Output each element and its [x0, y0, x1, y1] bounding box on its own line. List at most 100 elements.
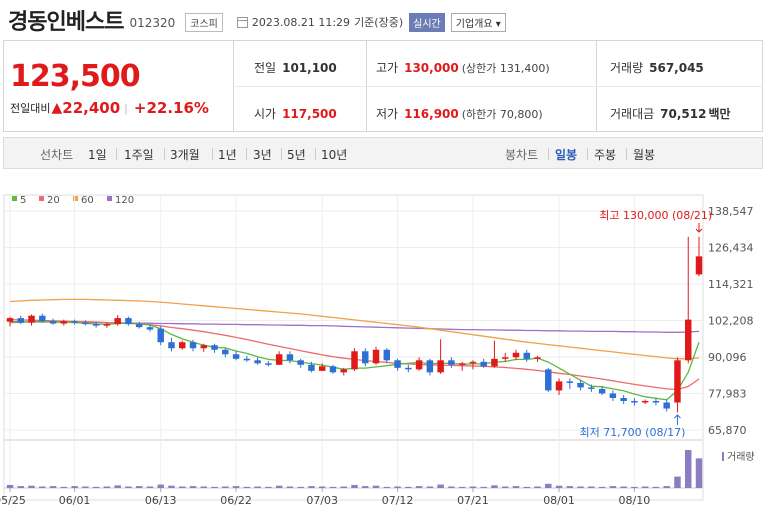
x-tick-label: 05/25: [0, 494, 26, 507]
datetime: 2023.08.21 11:29: [251, 15, 351, 29]
candle-body: [663, 402, 670, 409]
volume-label: 거래량: [727, 451, 755, 463]
candle-body: [480, 361, 487, 367]
volume-bar: [200, 486, 208, 488]
candle-body: [200, 345, 208, 349]
candle-body: [523, 352, 530, 359]
volume-bar: [222, 486, 229, 488]
tab-daily[interactable]: 일봉: [555, 148, 578, 162]
volume-bar: [458, 486, 466, 488]
tab-10y[interactable]: 10년: [321, 148, 348, 162]
stock-code: 012320: [129, 16, 176, 30]
volume-bar: [609, 486, 617, 488]
upper-limit: (상한가 131,400): [461, 62, 550, 75]
tab-1w[interactable]: 1주일: [124, 148, 154, 162]
volume-bar: [265, 486, 272, 488]
volume-bar: [17, 486, 24, 488]
candlestick-chart[interactable]: 5 20 60 120 138,547 126,434 114,321 102,208 90,0…: [0, 175, 764, 517]
candle-body: [49, 321, 57, 324]
volume-bar: [71, 486, 78, 488]
realtime-button[interactable]: 실시간: [409, 12, 445, 32]
volume-bar: [383, 486, 391, 488]
tab-1y[interactable]: 1년: [218, 148, 237, 162]
volume-bar: [329, 486, 337, 488]
x-tick-label: 07/12: [382, 494, 414, 507]
low-label: 저가: [376, 107, 399, 121]
volume-value: 567,045: [649, 61, 704, 75]
volume-bar: [351, 484, 358, 488]
x-tick-label: 07/21: [457, 494, 489, 507]
divider: [246, 148, 247, 160]
volume-bar: [297, 486, 304, 488]
volume-bar: [577, 486, 584, 488]
tab-1d[interactable]: 1일: [88, 148, 107, 162]
volume-bar: [179, 486, 186, 488]
candle-body: [437, 360, 444, 373]
candle-body: [222, 349, 229, 355]
candle-body: [114, 318, 121, 325]
candle-body: [426, 360, 434, 373]
volume-bar: [49, 486, 57, 488]
y-tick-label: 65,870: [708, 424, 747, 437]
candle-body: [631, 400, 638, 403]
low-arrow-icon: [674, 414, 681, 425]
tab-monthly[interactable]: 월봉: [633, 148, 656, 162]
candle-body: [620, 397, 627, 401]
candle-body: [652, 400, 660, 403]
candle-body: [588, 387, 595, 389]
candle-body: [351, 351, 358, 370]
volume-bar: [157, 484, 164, 488]
tab-3y[interactable]: 3년: [253, 148, 272, 162]
candle-body: [415, 360, 423, 370]
divider: [548, 148, 549, 160]
tab-weekly[interactable]: 주봉: [594, 148, 617, 162]
x-tick-label: 07/03: [306, 494, 338, 507]
legend-label: 120: [115, 195, 134, 206]
open-value: 117,500: [282, 107, 337, 121]
volume-bar: [6, 484, 14, 488]
volume-bar: [663, 486, 670, 488]
volume-bar: [340, 486, 347, 488]
volume-bar: [82, 486, 89, 488]
tab-3m[interactable]: 3개월: [170, 148, 200, 162]
candle-chart-label: 봉차트: [505, 148, 539, 162]
candle-body: [179, 342, 186, 349]
low-value: 116,900: [404, 107, 459, 121]
divider: [315, 148, 316, 160]
candle-body: [534, 357, 541, 359]
volume-bar: [491, 485, 498, 488]
volume-bar: [286, 486, 294, 488]
volume-bar: [405, 486, 412, 488]
plot-frame: [3, 194, 704, 501]
volume-bar: [318, 486, 326, 488]
change-percent: +22.16%: [133, 99, 209, 117]
candle-body: [318, 366, 326, 371]
legend-swatch: [73, 196, 78, 201]
volume-bar: [555, 485, 563, 488]
current-price: 123,500: [10, 59, 141, 94]
y-tick-label: 90,096: [708, 351, 747, 364]
volume-bar: [480, 486, 487, 488]
company-overview-button[interactable]: 기업개요 ▾: [450, 12, 506, 32]
candle-body: [82, 322, 89, 325]
change-value: 22,400: [62, 99, 121, 117]
volume-bar: [674, 476, 681, 488]
chevron-down-icon: ▾: [495, 18, 501, 30]
volume-bar: [275, 485, 283, 488]
candle-body: [469, 361, 477, 364]
candle-body: [146, 327, 154, 330]
volume-bar: [620, 486, 627, 488]
high-value: 130,000: [404, 61, 459, 75]
x-tick-label: 06/01: [59, 494, 91, 507]
volume-bar: [631, 486, 638, 488]
x-tick-label: 08/01: [543, 494, 575, 507]
trade-value-number: 70,512: [660, 107, 707, 121]
candle-body: [372, 349, 380, 364]
tab-5y[interactable]: 5년: [287, 148, 306, 162]
candle-body: [405, 367, 412, 370]
ma60-line: [9, 298, 700, 360]
volume-bar: [114, 485, 121, 488]
candle-body: [189, 342, 197, 349]
y-tick-label: 114,321: [708, 278, 754, 291]
candle-body: [308, 364, 315, 371]
